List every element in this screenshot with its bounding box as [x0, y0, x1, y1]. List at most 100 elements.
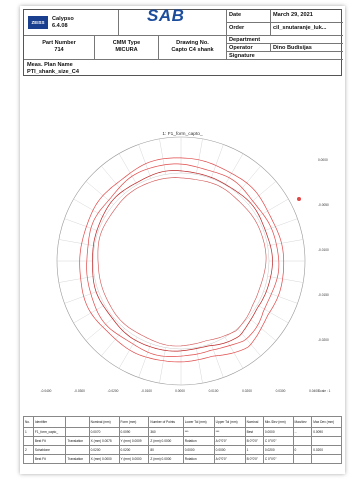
table-row: Best Fit Translation X (mm) 0.0075 Y (mm) 0… [23, 436, 342, 446]
grid-spoke [224, 153, 244, 185]
right-tick-label: -0.0150 [318, 293, 329, 297]
table-cell: Y (mm) 0.0000 [118, 454, 150, 464]
table-header-cell: Nominal [244, 416, 264, 428]
table-cell: 0.0000 [262, 427, 294, 437]
axis-ticks: 0.0000 -0.0050 -0.0100 -0.0150 -0.0200 -0.040… [41, 158, 331, 393]
table-cell: 0.0090 [118, 427, 150, 437]
table-row: Best Fit Translation X (mm) 0.0000 Y (mm) 0… [23, 454, 342, 464]
order-value: cil_snutaranje_luk... [271, 23, 343, 36]
table-header-cell: Form (mm) [118, 416, 150, 428]
table-cell: C 0°0'0" [262, 454, 294, 464]
grid-spoke [263, 290, 298, 304]
date-value: March 29, 2021 [271, 10, 343, 23]
grid-spoke [237, 328, 261, 357]
table-row: 1 F1_form_capto_ 0.0070 0.0090 360 *** *** Best… [23, 427, 342, 437]
table-cell: Rotation [182, 436, 215, 446]
bottom-tick-label: 0.0400 [309, 389, 319, 393]
operator-label: Operator [227, 44, 271, 52]
table-cell: X (mm) 0.0000 [88, 454, 120, 464]
form-curve-inner [92, 170, 273, 352]
table-cell: 0.0000 [213, 445, 246, 455]
table-cell: 360 [148, 427, 184, 437]
right-tick-label: 0.0000 [318, 158, 328, 162]
grid-spoke [267, 239, 304, 246]
table-header-cell: Identifier [32, 416, 67, 428]
cmm-type-cell: CMM Type MICURA [95, 36, 159, 60]
table-cell: F1_form_capto_ [32, 427, 67, 437]
grid-spoke [58, 239, 95, 246]
grid-spoke [85, 317, 114, 341]
grid-spoke [73, 198, 105, 218]
table-cell: B 0°0'0" [244, 454, 264, 464]
table-cell: Best [244, 427, 264, 437]
table-cell: 0 [292, 445, 313, 455]
table-cell: ... [292, 427, 313, 437]
table-cell [65, 427, 90, 437]
table-cell: *** [213, 427, 246, 437]
table-cell: 1 [23, 427, 34, 437]
table-cell: 1 [244, 445, 264, 455]
right-tick-label: -0.0050 [318, 203, 329, 207]
form-curve-mid [86, 163, 280, 357]
grid-spoke [73, 304, 105, 324]
table-cell: Rotation [182, 454, 215, 464]
table-cell: 0.0200 [88, 445, 120, 455]
table-cell [65, 445, 90, 455]
table-header-cell: No. [23, 416, 34, 428]
table-cell: 0.0200 [262, 445, 294, 455]
bottom-tick-label: -0.0300 [74, 389, 85, 393]
table-cell: C 0°0'0" [262, 436, 294, 446]
software-name: Calypso [52, 16, 74, 22]
logo-cell: ZEISS Calypso 6.4.08 [24, 10, 119, 36]
grid-spoke [101, 328, 125, 357]
order-label: Order [227, 23, 271, 36]
table-row: 2 Schablone 0.0200 0.0200 80 0.0000 0.0000 1 0.0… [23, 445, 342, 455]
table-cell: 0.0070 [88, 427, 120, 437]
table-cell [23, 436, 34, 446]
table-cell [311, 436, 342, 446]
bottom-tick-label: 0.0300 [276, 389, 286, 393]
results-table: No. Identifier Nominal (mm) Form (mm) Number… [23, 416, 342, 464]
table-cell: Z (mm) 0.0000 [148, 436, 184, 446]
report-page: ZEISS Calypso 6.4.08 SAB Date March 29, … [20, 6, 345, 474]
software-version: 6.4.08 [52, 23, 68, 29]
grid-spoke [101, 165, 125, 194]
bottom-tick-label: 0.0000 [175, 389, 185, 393]
table-cell: Translation [65, 454, 90, 464]
date-label: Date [227, 10, 271, 23]
table-header-cell [65, 416, 90, 428]
table-cell: 0.0000 [182, 445, 215, 455]
table-header-row: No. Identifier Nominal (mm) Form (mm) Number… [23, 416, 342, 428]
table-cell: Y (mm) 0.0009 [118, 436, 150, 446]
grid-spoke [248, 181, 277, 205]
plot-title: 1: F1_form_capto_ [162, 132, 203, 137]
table-cell: A 0°0'0" [213, 454, 246, 464]
grid-spoke [248, 317, 277, 341]
grid-spoke [138, 144, 152, 179]
table-header-cell: Min./Dev (mm) [262, 416, 294, 428]
grid-spoke [196, 138, 203, 175]
table-cell: Z (mm) 0.0000 [148, 454, 184, 464]
part-number-cell: Part Number 714 [24, 36, 95, 60]
signature-label: Signature [227, 52, 343, 60]
table-header-cell: Nominal (mm) [88, 416, 120, 428]
right-tick-label: -0.0200 [318, 338, 329, 342]
table-cell: 0.0090 [311, 427, 342, 437]
department-label: Department [227, 36, 343, 44]
table-header-cell: Number of Points [148, 416, 184, 428]
bottom-tick-label: -0.0400 [41, 389, 52, 393]
table-cell: *** [182, 427, 215, 437]
form-curve-core [97, 177, 267, 347]
grid-spoke [196, 347, 203, 384]
report-header: ZEISS Calypso 6.4.08 SAB Date March 29, … [23, 8, 343, 76]
table-cell: 0.0200 [311, 445, 342, 455]
table-cell: 80 [148, 445, 184, 455]
grid-spoke [210, 144, 224, 179]
table-header-cell: Lower Tol (mm) [182, 416, 215, 428]
bottom-tick-label: 0.0200 [242, 389, 252, 393]
table-cell [23, 454, 34, 464]
right-tick-label: -0.0100 [318, 248, 329, 252]
outer-ring [56, 136, 306, 386]
table-cell [292, 454, 313, 464]
bottom-tick-label: -0.0200 [108, 389, 119, 393]
